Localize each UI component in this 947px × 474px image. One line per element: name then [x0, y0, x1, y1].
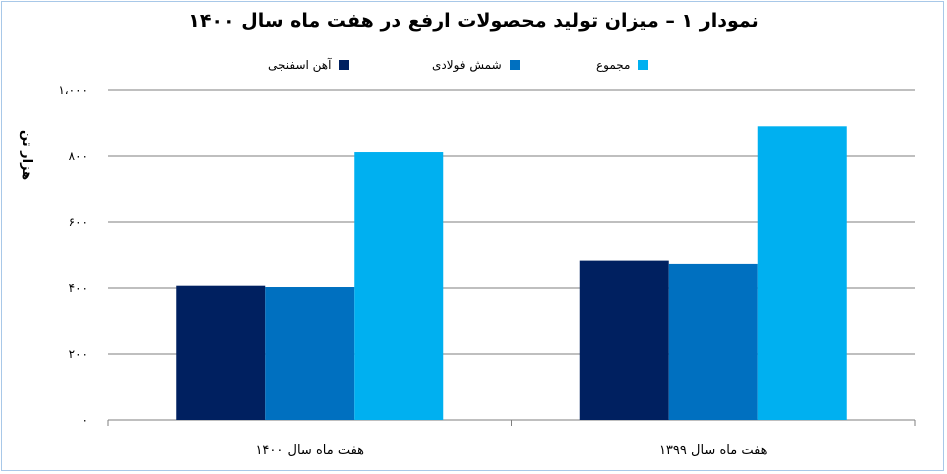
bar [265, 287, 355, 420]
y-tick-label: ۸۰۰ [69, 149, 88, 163]
y-tick-label: ۶۰۰ [69, 215, 88, 229]
legend-item-total: مجموع [596, 58, 649, 72]
y-tick-label: ۱،۰۰۰ [58, 83, 88, 97]
legend-swatch-steel-billet [509, 60, 520, 70]
legend: آهن اسفنجی شمش فولادی مجموع [0, 58, 947, 78]
y-axis-label: هزار تن [19, 129, 34, 181]
bar [757, 126, 847, 421]
legend-label-total: مجموع [596, 58, 631, 72]
bar [354, 152, 444, 421]
y-tick-label: ۴۰۰ [69, 281, 88, 295]
legend-label-steel-billet: شمش فولادی [432, 58, 502, 72]
y-tick-label: ۰ [82, 413, 88, 427]
bar [176, 285, 266, 420]
legend-swatch-sponge-iron [339, 60, 350, 70]
legend-label-sponge-iron: آهن اسفنجی [268, 58, 332, 72]
legend-swatch-total [638, 60, 649, 70]
legend-item-sponge-iron: آهن اسفنجی [268, 58, 350, 72]
x-tick-label: هفت ماه سال ۱۴۰۰ [255, 443, 364, 458]
legend-item-steel-billet: شمش فولادی [432, 58, 520, 72]
bar [668, 263, 758, 420]
x-tick-label: هفت ماه سال ۱۳۹۹ [659, 443, 768, 458]
chart-title: نمودار ۱ – میزان تولید محصولات ارفع در ه… [188, 10, 759, 32]
y-tick-label: ۲۰۰ [69, 347, 88, 361]
bar [579, 260, 669, 420]
